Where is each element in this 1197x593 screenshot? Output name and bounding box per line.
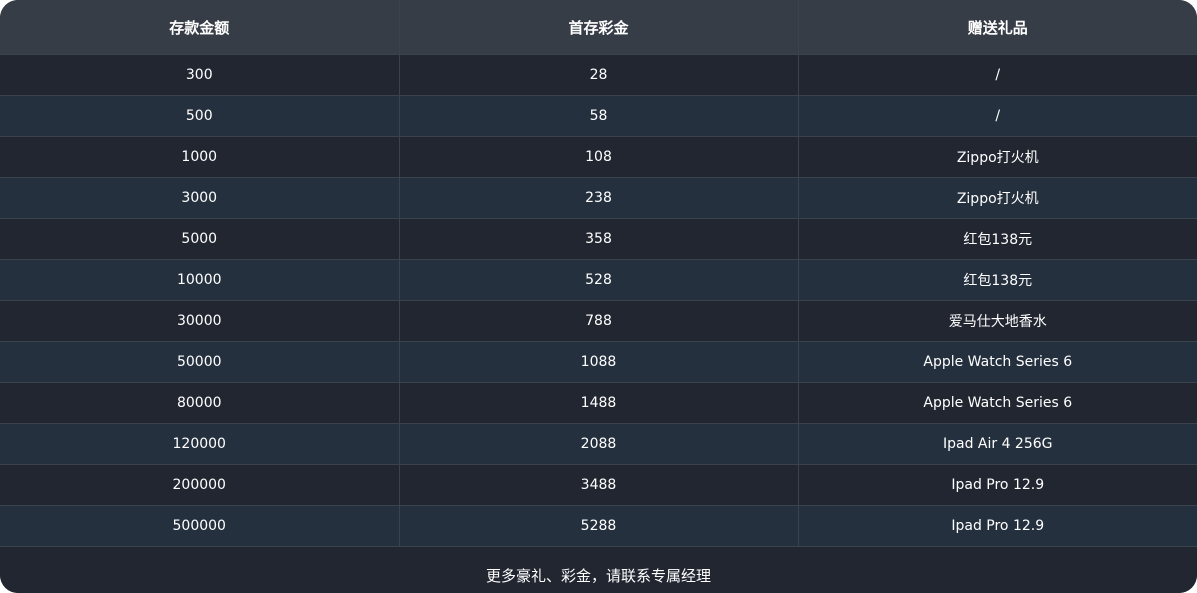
table-row: 10000 528 红包138元 [0, 259, 1197, 301]
deposit-amount-cell: 80000 [0, 382, 400, 424]
bonus-cell: 108 [398, 136, 799, 178]
gift-cell: Zippo打火机 [797, 177, 1197, 219]
bonus-cell: 788 [398, 300, 799, 342]
gift-cell: / [797, 54, 1197, 96]
deposit-amount-cell: 10000 [0, 259, 400, 301]
deposit-amount-cell: 500000 [0, 505, 400, 547]
deposit-amount-cell: 3000 [0, 177, 400, 219]
gift-cell: 红包138元 [797, 218, 1197, 260]
bonus-cell: 2088 [398, 423, 799, 465]
deposit-amount-cell: 1000 [0, 136, 400, 178]
table-row: 80000 1488 Apple Watch Series 6 [0, 382, 1197, 424]
table-row: 500 58/ [0, 95, 1197, 137]
header-deposit-amount: 存款金额 [0, 0, 400, 55]
bonus-cell: 3488 [398, 464, 799, 506]
table-row: 500000 5288 Ipad Pro 12.9 [0, 505, 1197, 547]
bonus-cell: 238 [398, 177, 799, 219]
deposit-amount-cell: 200000 [0, 464, 400, 506]
deposit-amount-cell: 5000 [0, 218, 400, 260]
deposit-amount-cell: 500 [0, 95, 400, 137]
bonus-cell: 28 [398, 54, 799, 96]
table-row: 1000 108 Zippo打火机 [0, 136, 1197, 178]
header-first-deposit-bonus: 首存彩金 [398, 0, 799, 55]
table-row: 200000 3488 Ipad Pro 12.9 [0, 464, 1197, 506]
table-row: 3000 238 Zippo打火机 [0, 177, 1197, 219]
table-row: 50000 1088 Apple Watch Series 6 [0, 341, 1197, 383]
gift-cell: Ipad Air 4 256G [797, 423, 1197, 465]
header-gift: 赠送礼品 [797, 0, 1197, 55]
bonus-cell: 58 [398, 95, 799, 137]
table-row: 120000 2088 Ipad Air 4 256G [0, 423, 1197, 465]
table-row: 300 28/ [0, 54, 1197, 96]
bonus-table: 存款金额 首存彩金 赠送礼品 300 28/500 58/1000 108 Zippo打… [0, 0, 1197, 547]
gift-cell: Zippo打火机 [797, 136, 1197, 178]
gift-cell: / [797, 95, 1197, 137]
deposit-amount-cell: 300 [0, 54, 400, 96]
footer-note: 更多豪礼、彩金，请联系专属经理 [0, 547, 1197, 593]
bonus-cell: 5288 [398, 505, 799, 547]
bonus-cell: 1488 [398, 382, 799, 424]
bonus-cell: 358 [398, 218, 799, 260]
deposit-amount-cell: 50000 [0, 341, 400, 383]
deposit-amount-cell: 30000 [0, 300, 400, 342]
gift-cell: Apple Watch Series 6 [797, 382, 1197, 424]
bonus-cell: 1088 [398, 341, 799, 383]
bonus-cell: 528 [398, 259, 799, 301]
table-row: 30000 788 爱马仕大地香水 [0, 300, 1197, 342]
table-row: 5000 358 红包138元 [0, 218, 1197, 260]
deposit-amount-cell: 120000 [0, 423, 400, 465]
gift-cell: Ipad Pro 12.9 [797, 464, 1197, 506]
gift-cell: Ipad Pro 12.9 [797, 505, 1197, 547]
gift-cell: 爱马仕大地香水 [797, 300, 1197, 342]
gift-cell: 红包138元 [797, 259, 1197, 301]
gift-cell: Apple Watch Series 6 [797, 341, 1197, 383]
table-header-row: 存款金额 首存彩金 赠送礼品 [0, 0, 1197, 55]
